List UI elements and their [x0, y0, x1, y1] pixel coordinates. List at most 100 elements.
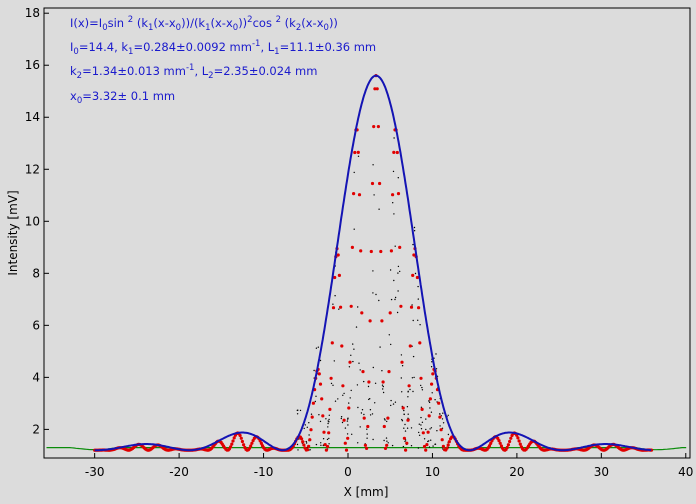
- measured-point: [242, 443, 246, 447]
- measured-point: [320, 397, 324, 401]
- measured-point: [301, 440, 305, 444]
- measured-point: [239, 436, 243, 440]
- raw-data-point: [397, 272, 399, 274]
- measured-point: [346, 436, 350, 440]
- raw-data-point: [352, 343, 354, 345]
- raw-data-point: [308, 434, 310, 436]
- fit-params-line-2: k2=1.34±0.013 mm-1, L2=2.35±0.024 mm: [70, 63, 317, 81]
- raw-data-point: [373, 194, 375, 196]
- raw-data-point: [355, 326, 358, 328]
- raw-data-point: [383, 439, 385, 442]
- measured-point: [430, 382, 434, 386]
- raw-data-point: [420, 416, 422, 419]
- measured-point: [392, 150, 396, 154]
- raw-data-point: [322, 438, 325, 440]
- raw-data-point: [404, 440, 406, 443]
- measured-point: [329, 376, 333, 380]
- raw-data-point: [434, 399, 436, 401]
- plot-frame: [43, 7, 691, 459]
- raw-data-point: [385, 437, 388, 439]
- raw-data-point: [366, 433, 368, 435]
- measured-point: [322, 430, 326, 434]
- fit-curve: [94, 74, 652, 452]
- measured-point: [363, 443, 367, 447]
- raw-data-point: [430, 427, 433, 429]
- raw-data-point: [397, 265, 400, 268]
- raw-data-point: [342, 394, 344, 396]
- measured-point: [408, 344, 412, 348]
- measured-point: [343, 441, 347, 445]
- raw-data-point: [417, 285, 419, 288]
- x-tick-label: 10: [425, 465, 440, 479]
- measured-point: [404, 448, 408, 452]
- raw-data-point: [394, 401, 397, 403]
- raw-data-point: [363, 413, 365, 416]
- raw-data-point: [350, 354, 352, 356]
- measured-point: [360, 311, 364, 315]
- measured-point: [378, 181, 382, 186]
- raw-data-point: [328, 418, 330, 421]
- measured-point: [305, 448, 310, 452]
- raw-data-point: [296, 443, 299, 446]
- measured-point: [353, 150, 357, 155]
- measured-point: [336, 253, 340, 257]
- raw-data-point: [387, 442, 389, 444]
- measured-point: [324, 448, 328, 452]
- measured-point: [401, 406, 405, 410]
- raw-data-point: [360, 412, 363, 414]
- y-tick-label: 4: [32, 370, 40, 384]
- measured-point: [509, 436, 513, 440]
- measured-point: [411, 273, 415, 277]
- raw-data-point: [343, 392, 345, 395]
- measured-point: [380, 319, 384, 323]
- raw-data-point: [372, 438, 374, 441]
- raw-data-point: [348, 402, 350, 404]
- raw-data-point: [359, 369, 361, 371]
- measured-point: [344, 448, 349, 452]
- raw-data-point: [404, 423, 406, 426]
- raw-data-point: [442, 422, 445, 424]
- measured-point: [446, 443, 450, 447]
- raw-data-point: [412, 390, 414, 393]
- raw-data-point: [402, 445, 405, 448]
- raw-data-point: [305, 442, 308, 444]
- measured-point: [331, 306, 336, 310]
- raw-data-point: [338, 308, 340, 310]
- x-axis-title: X [mm]: [344, 485, 389, 499]
- measured-point: [427, 414, 431, 418]
- raw-data-point: [410, 445, 413, 447]
- raw-data-point: [346, 420, 349, 422]
- raw-data-point: [347, 417, 349, 419]
- measured-point: [375, 87, 379, 91]
- measured-point: [302, 443, 306, 447]
- y-tick-label: 2: [32, 422, 40, 436]
- raw-data-point: [357, 406, 359, 409]
- raw-data-point: [349, 397, 351, 399]
- raw-data-point: [425, 418, 427, 420]
- measured-point: [405, 441, 409, 445]
- raw-data-point: [309, 449, 311, 451]
- raw-data-point: [420, 428, 423, 430]
- y-tick-label: 10: [25, 214, 40, 228]
- raw-data-point: [305, 440, 307, 443]
- measured-point: [349, 304, 353, 308]
- measured-point: [398, 245, 402, 249]
- raw-data-point: [351, 433, 353, 435]
- raw-data-point: [337, 398, 339, 400]
- raw-data-point: [356, 384, 359, 386]
- raw-data-point: [368, 398, 370, 401]
- raw-data-point: [381, 370, 383, 372]
- measured-point: [518, 442, 522, 446]
- measured-point: [337, 273, 341, 277]
- measured-point: [309, 428, 313, 432]
- raw-data-point: [378, 299, 380, 302]
- raw-data-point: [388, 334, 390, 336]
- raw-data-point: [341, 421, 344, 424]
- raw-data-point: [353, 228, 355, 230]
- raw-data-point: [413, 230, 416, 232]
- raw-data-point: [421, 389, 424, 391]
- measured-point: [421, 431, 425, 435]
- y-axis-title: Intensity [mV]: [6, 190, 20, 275]
- measured-point: [386, 416, 390, 420]
- measured-point: [317, 372, 321, 376]
